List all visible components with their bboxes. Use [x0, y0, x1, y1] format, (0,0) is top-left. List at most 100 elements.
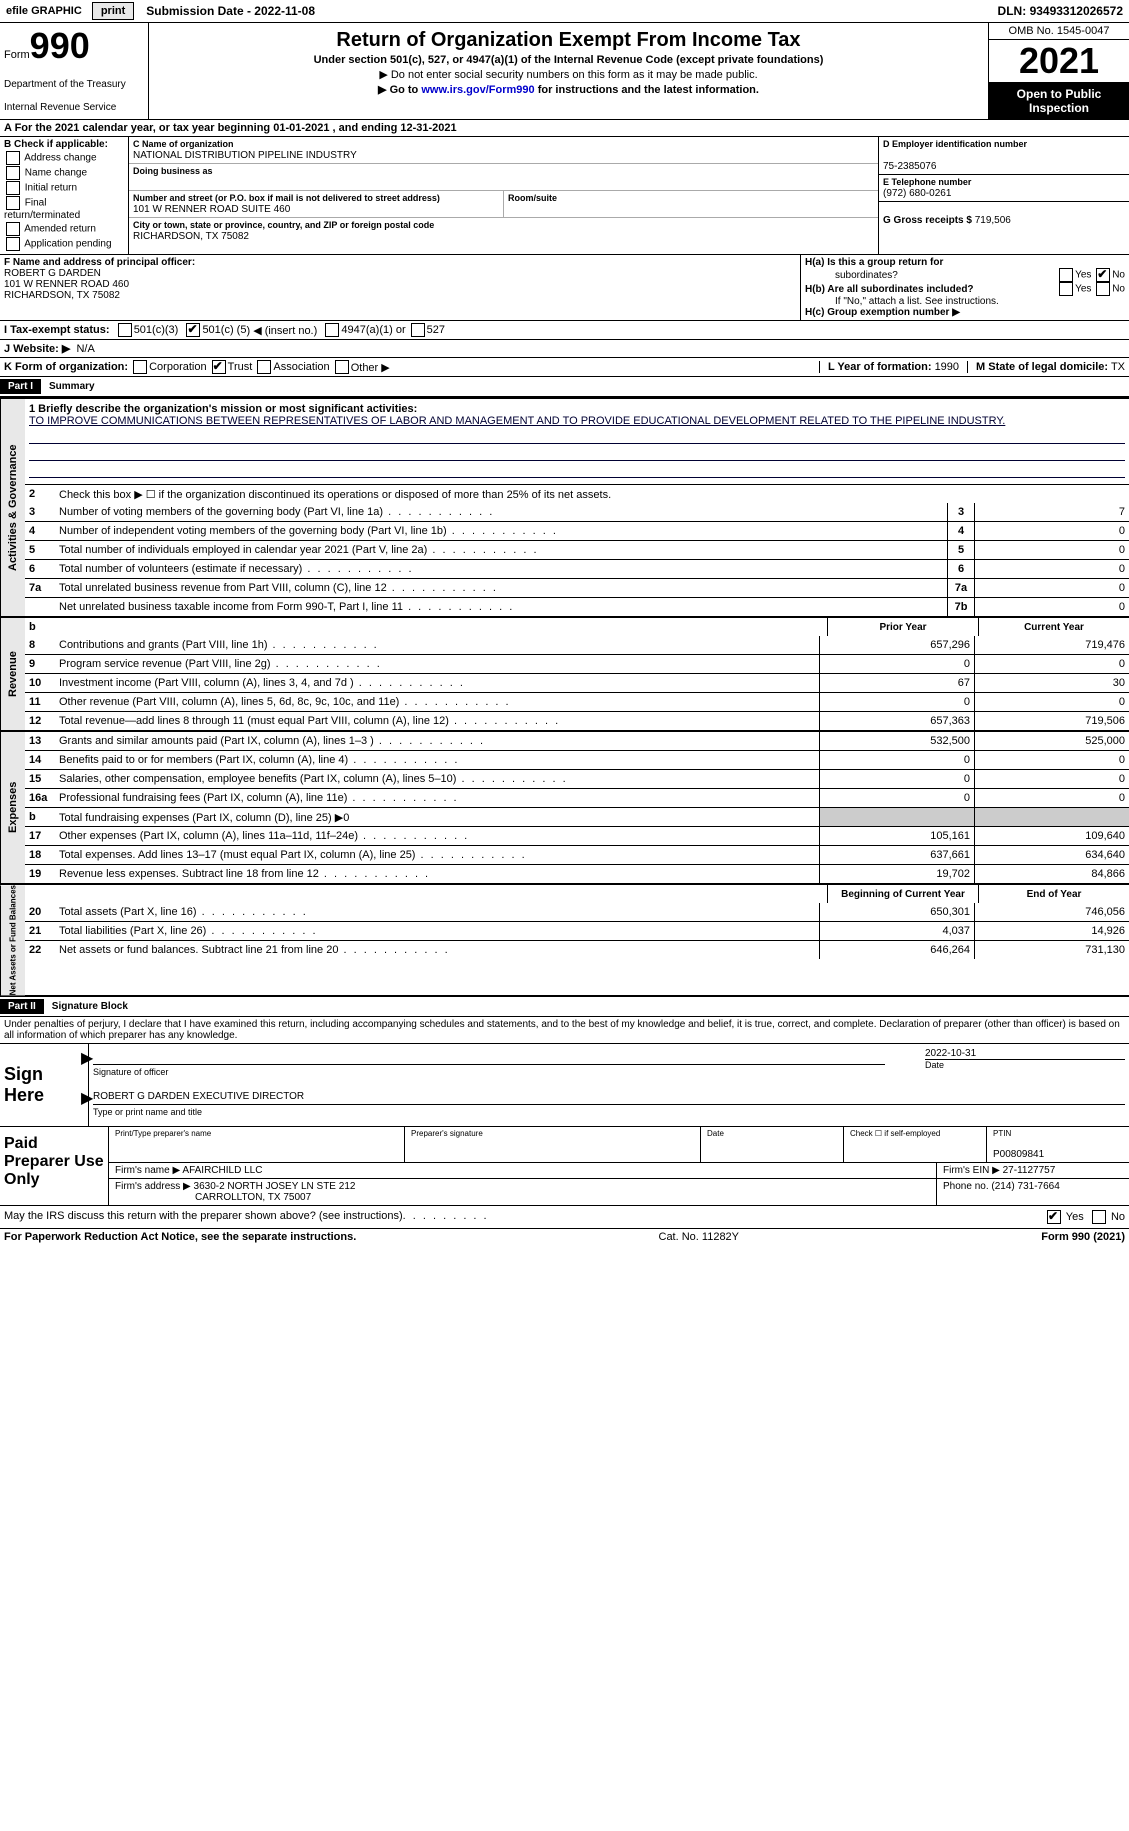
line-2: Check this box ▶ ☐ if the organization d… [59, 488, 1129, 501]
part-2-header: Part IISignature Block [0, 997, 1129, 1017]
col-b-checkboxes: B Check if applicable: Address change Na… [0, 137, 129, 254]
officer-printed: ROBERT G DARDEN EXECUTIVE DIRECTOR [93, 1091, 304, 1102]
part-1-header: Part ISummary [0, 377, 1129, 397]
subtitle-1: Under section 501(c), 527, or 4947(a)(1)… [155, 54, 982, 66]
state-domicile: M State of legal domicile: TX [967, 361, 1125, 373]
line-12: 12Total revenue—add lines 8 through 11 (… [25, 711, 1129, 730]
ha-yes[interactable] [1059, 268, 1073, 282]
line-15: 15Salaries, other compensation, employee… [25, 769, 1129, 788]
pra-notice: For Paperwork Reduction Act Notice, see … [4, 1231, 356, 1243]
discuss-yes[interactable] [1047, 1210, 1061, 1224]
signature-block: Under penalties of perjury, I declare th… [0, 1017, 1129, 1229]
chk-assoc[interactable] [257, 360, 271, 374]
print-button[interactable]: print [92, 2, 134, 20]
summary-activities: Activities & Governance 1 Briefly descri… [0, 397, 1129, 616]
header-title-block: Return of Organization Exempt From Incom… [149, 23, 988, 119]
hb-no[interactable] [1096, 282, 1110, 296]
page-footer: For Paperwork Reduction Act Notice, see … [0, 1229, 1129, 1245]
col-d-right: D Employer identification number 75-2385… [878, 137, 1129, 254]
chk-other[interactable] [335, 360, 349, 374]
prep-name: Print/Type preparer's name [109, 1127, 405, 1162]
suite-cell: Room/suite [503, 191, 878, 218]
paid-preparer: Paid Preparer Use Only Print/Type prepar… [0, 1127, 1129, 1206]
summary-expenses: Expenses 13Grants and similar amounts pa… [0, 730, 1129, 883]
col-b-label: B Check if applicable: [4, 139, 124, 150]
dba-cell: Doing business as [129, 164, 878, 191]
prep-sig: Preparer's signature [405, 1127, 701, 1162]
chk-amended[interactable]: Amended return [4, 222, 124, 236]
main-info-grid: B Check if applicable: Address change Na… [0, 137, 1129, 255]
omb-number: OMB No. 1545-0047 [989, 23, 1129, 40]
summary-line-7a: 7aTotal unrelated business revenue from … [25, 578, 1129, 597]
chk-527[interactable] [411, 323, 425, 337]
chk-corp[interactable] [133, 360, 147, 374]
section-h: H(a) Is this a group return for subordin… [800, 255, 1129, 320]
summary-line-3: 3Number of voting members of the governi… [25, 503, 1129, 521]
firm-ein: Firm's EIN ▶ 27-1127757 [937, 1163, 1129, 1178]
officer-name: ROBERT G DARDEN [4, 268, 101, 279]
line-13: 13Grants and similar amounts paid (Part … [25, 732, 1129, 750]
prep-ptin: PTINP00809841 [987, 1127, 1129, 1162]
street-address: 101 W RENNER ROAD SUITE 460 [133, 204, 290, 215]
dept-treasury: Department of the Treasury [4, 79, 144, 90]
chk-address-change[interactable]: Address change [4, 151, 124, 165]
chk-501c[interactable] [186, 323, 200, 337]
submission-date: Submission Date - 2022-11-08 [138, 4, 323, 18]
ha-no[interactable] [1096, 268, 1110, 282]
summary-line-5: 5Total number of individuals employed in… [25, 540, 1129, 559]
chk-4947[interactable] [325, 323, 339, 337]
org-name: NATIONAL DISTRIBUTION PIPELINE INDUSTRY [133, 150, 357, 161]
line-20: 20Total assets (Part X, line 16)650,3017… [25, 903, 1129, 921]
header-left: Form990 Department of the Treasury Inter… [0, 23, 149, 119]
ein-value: 75-2385076 [883, 161, 936, 172]
top-bar: efile GRAPHIC print Submission Date - 20… [0, 0, 1129, 23]
h-b: H(b) Are all subordinates included? Yes … [805, 282, 1125, 296]
line-8: 8Contributions and grants (Part VIII, li… [25, 636, 1129, 654]
firm-addr: Firm's address ▶ 3630-2 NORTH JOSEY LN S… [109, 1179, 937, 1205]
chk-trust[interactable] [212, 360, 226, 374]
chk-final-return[interactable]: Final return/terminated [4, 196, 124, 221]
line-b: bTotal fundraising expenses (Part IX, co… [25, 807, 1129, 826]
subtitle-2: ▶ Do not enter social security numbers o… [153, 68, 984, 81]
city-state-zip: RICHARDSON, TX 75082 [133, 231, 249, 242]
hb-yes[interactable] [1059, 282, 1073, 296]
line-22: 22Net assets or fund balances. Subtract … [25, 940, 1129, 959]
line-21: 21Total liabilities (Part X, line 26)4,0… [25, 921, 1129, 940]
hb-note: If "No," attach a list. See instructions… [805, 296, 1125, 307]
prep-self: Check ☐ if self-employed [844, 1127, 987, 1162]
discuss-no[interactable] [1092, 1210, 1106, 1224]
irs-label: Internal Revenue Service [4, 102, 144, 113]
sig-date: 2022-10-31 [925, 1048, 1125, 1059]
row-a-calendar: A For the 2021 calendar year, or tax yea… [0, 120, 1129, 137]
line-9: 9Program service revenue (Part VIII, lin… [25, 654, 1129, 673]
vtab-revenue: Revenue [0, 618, 25, 730]
h-c: H(c) Group exemption number ▶ [805, 307, 1125, 318]
tel-cell: E Telephone number (972) 680-0261 [879, 175, 1129, 202]
chk-name-change[interactable]: Name change [4, 166, 124, 180]
summary-line-6: 6Total number of volunteers (estimate if… [25, 559, 1129, 578]
summary-line-7b: Net unrelated business taxable income fr… [25, 597, 1129, 616]
summary-line-4: 4Number of independent voting members of… [25, 521, 1129, 540]
website-value: N/A [76, 343, 94, 355]
discuss-row: May the IRS discuss this return with the… [0, 1206, 1129, 1229]
city-cell: City or town, state or province, country… [129, 218, 878, 244]
line-19: 19Revenue less expenses. Subtract line 1… [25, 864, 1129, 883]
chk-501c3[interactable] [118, 323, 132, 337]
line-1-mission: 1 Briefly describe the organization's mi… [25, 399, 1129, 484]
k-l-m-row: K Form of organization: Corporation Trus… [0, 358, 1129, 377]
website-row: J Website: ▶ N/A [0, 340, 1129, 358]
net-header-row: Beginning of Current Year End of Year [25, 885, 1129, 903]
chk-initial-return[interactable]: Initial return [4, 181, 124, 195]
sign-here-label: Sign Here [0, 1044, 89, 1126]
gross-cell: G Gross receipts $ 719,506 [879, 202, 1129, 228]
line-14: 14Benefits paid to or for members (Part … [25, 750, 1129, 769]
form-title: Return of Organization Exempt From Incom… [153, 29, 984, 52]
open-to-public: Open to PublicInspection [989, 83, 1129, 119]
f-h-row: F Name and address of principal officer:… [0, 255, 1129, 321]
addr-cell: Number and street (or P.O. box if mail i… [129, 191, 503, 218]
year-formation: L Year of formation: 1990 [819, 361, 959, 373]
chk-app-pending[interactable]: Application pending [4, 237, 124, 251]
tax-status-row: I Tax-exempt status: 501(c)(3) 501(c) ( … [0, 321, 1129, 340]
prep-date: Date [701, 1127, 844, 1162]
irs-link[interactable]: www.irs.gov/Form990 [421, 84, 534, 96]
